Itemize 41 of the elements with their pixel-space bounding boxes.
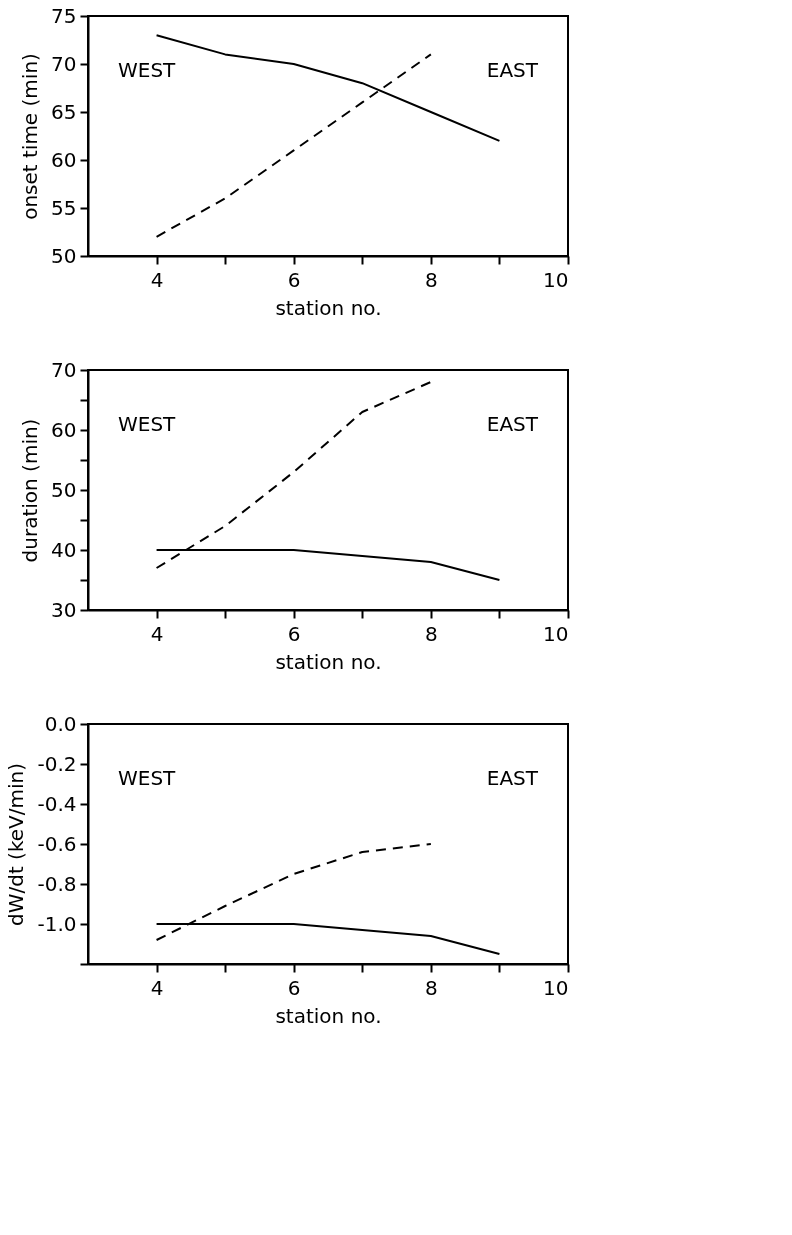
x-tick-label: 10 (543, 975, 569, 1000)
y-tick-label: 30 (51, 597, 77, 622)
x-tick-label: 8 (424, 267, 438, 292)
y-tick-label: 60 (51, 417, 77, 442)
y-tick-label: 50 (51, 477, 77, 502)
y-tick-label: 0.0 (44, 711, 77, 736)
y-tick-label: 75 (51, 3, 77, 28)
y-tick-label: 60 (51, 147, 77, 172)
x-tick-label: 6 (287, 267, 301, 292)
y-tick-label: -0.6 (37, 831, 77, 856)
x-tick-label: 6 (287, 975, 301, 1000)
y-tick-label: -0.8 (37, 871, 77, 896)
y-tick-label: -0.4 (37, 791, 77, 816)
annotation: EAST (486, 58, 539, 82)
x-axis-title: station no. (275, 295, 382, 320)
x-tick-label: 4 (150, 621, 164, 646)
y-tick-label: 70 (51, 51, 77, 76)
annotation: WEST (118, 58, 177, 82)
x-tick-label: 8 (424, 621, 438, 646)
annotation: EAST (486, 766, 539, 790)
y-tick-label: 65 (51, 99, 77, 124)
x-axis-title: station no. (275, 1003, 382, 1028)
y-tick-label: -0.2 (37, 751, 77, 776)
x-axis-title: station no. (275, 649, 382, 674)
x-tick-label: 8 (424, 975, 438, 1000)
y-tick-label: -1.0 (37, 911, 77, 936)
y-axis-title: dW/dt (keV/min) (4, 762, 29, 927)
y-tick-label: 40 (51, 537, 77, 562)
y-axis-title: onset time (min) (18, 53, 43, 220)
y-tick-label: 55 (51, 195, 77, 220)
y-axis-title: duration (min) (18, 418, 43, 563)
annotation: WEST (118, 766, 177, 790)
x-tick-label: 6 (287, 621, 301, 646)
annotation: WEST (118, 412, 177, 436)
x-tick-label: 4 (150, 267, 164, 292)
x-tick-label: 10 (543, 621, 569, 646)
y-tick-label: 50 (51, 243, 77, 268)
x-tick-label: 10 (543, 267, 569, 292)
y-tick-label: 70 (51, 357, 77, 382)
annotation: EAST (486, 412, 539, 436)
x-tick-label: 4 (150, 975, 164, 1000)
